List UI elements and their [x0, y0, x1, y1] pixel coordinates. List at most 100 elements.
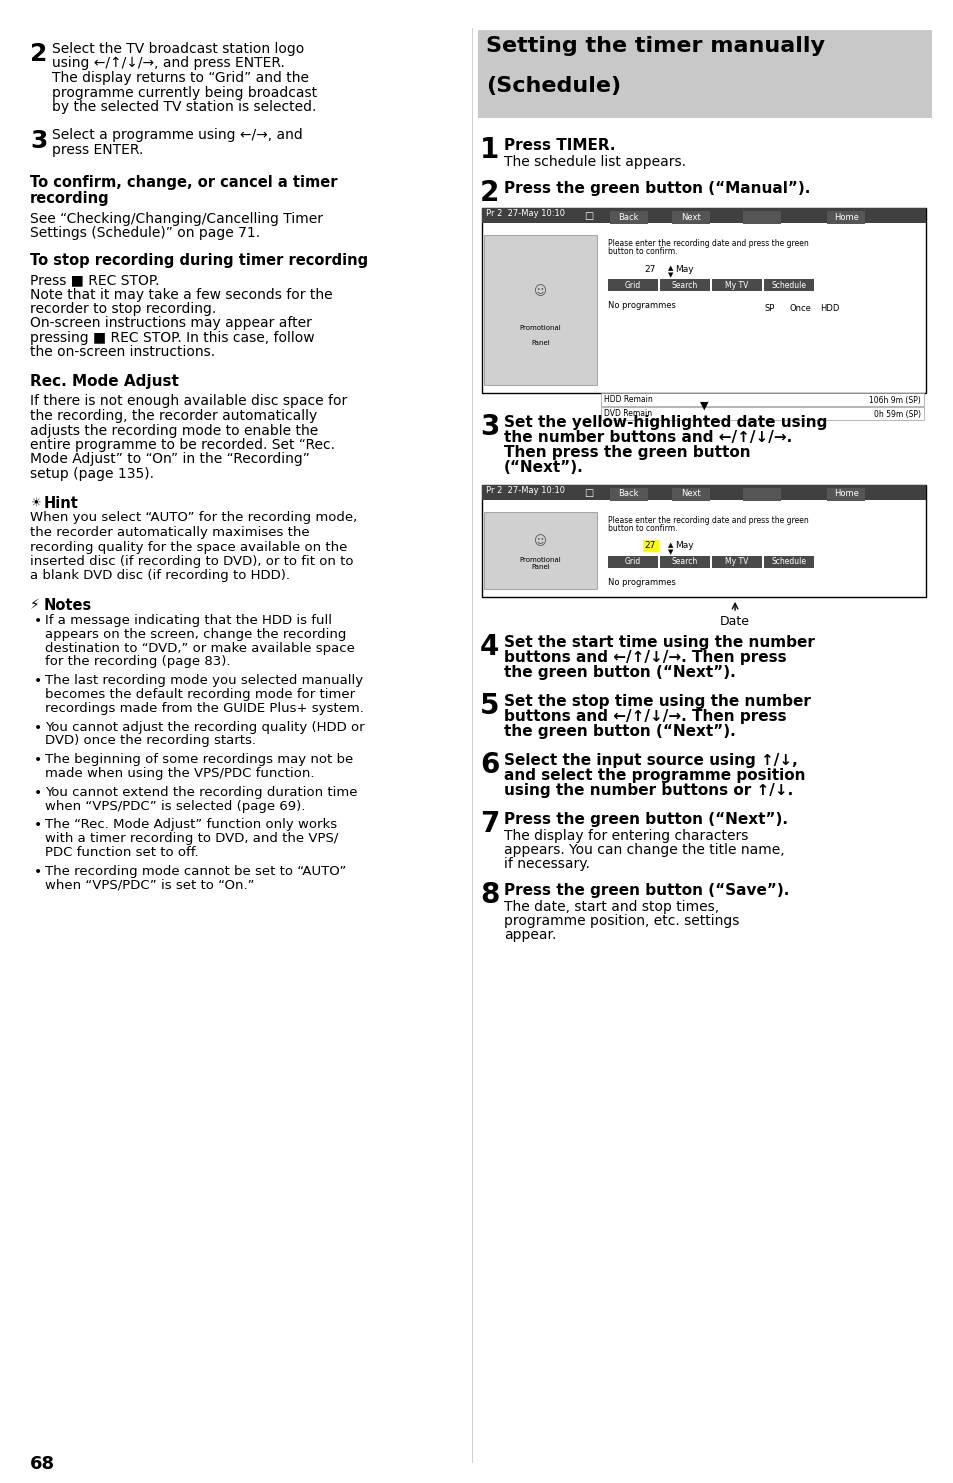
Text: Then press the green button: Then press the green button — [503, 445, 750, 460]
Text: •: • — [34, 819, 42, 832]
Text: To confirm, change, or cancel a timer: To confirm, change, or cancel a timer — [30, 175, 337, 190]
Text: programme currently being broadcast: programme currently being broadcast — [52, 86, 316, 99]
Text: 106h 9m (SP): 106h 9m (SP) — [868, 396, 920, 405]
Text: entire programme to be recorded. Set “Rec.: entire programme to be recorded. Set “Re… — [30, 437, 335, 452]
Text: Hint: Hint — [44, 495, 79, 510]
Text: When you select “AUTO” for the recording mode,: When you select “AUTO” for the recording… — [30, 512, 356, 525]
Bar — [671, 211, 709, 224]
Text: Once: Once — [789, 304, 811, 313]
Text: Press the green button (“Save”).: Press the green button (“Save”). — [503, 882, 788, 899]
Text: The display for entering characters: The display for entering characters — [503, 829, 747, 842]
Text: Select the input source using ↑/↓,: Select the input source using ↑/↓, — [503, 753, 797, 768]
Text: The beginning of some recordings may not be: The beginning of some recordings may not… — [45, 753, 353, 767]
Text: the number buttons and ←/↑/↓/→.: the number buttons and ←/↑/↓/→. — [503, 430, 791, 445]
Text: 8: 8 — [479, 881, 498, 909]
Text: ▶: ▶ — [815, 282, 821, 288]
Text: ▲: ▲ — [667, 541, 672, 549]
Bar — [481, 485, 925, 598]
Bar — [483, 512, 597, 589]
Bar — [762, 279, 813, 291]
Text: Promotional: Promotional — [519, 556, 561, 562]
Text: recorder to stop recording.: recorder to stop recording. — [30, 303, 216, 316]
Bar — [659, 279, 709, 291]
Text: button to confirm.: button to confirm. — [607, 523, 677, 532]
Text: ☺: ☺ — [534, 286, 546, 298]
Text: You cannot adjust the recording quality (HDD or: You cannot adjust the recording quality … — [45, 721, 364, 734]
Text: appears on the screen, change the recording: appears on the screen, change the record… — [45, 627, 346, 641]
Text: 3: 3 — [30, 129, 48, 153]
Text: Search: Search — [671, 558, 697, 567]
Text: press ENTER.: press ENTER. — [52, 142, 143, 157]
Text: the green button (“Next”).: the green button (“Next”). — [503, 664, 735, 681]
Text: Select a programme using ←/→, and: Select a programme using ←/→, and — [52, 129, 302, 142]
Text: Set the start time using the number: Set the start time using the number — [503, 635, 814, 650]
Bar — [742, 488, 780, 501]
Bar — [609, 211, 647, 224]
Bar — [600, 393, 923, 406]
Text: Set the stop time using the number: Set the stop time using the number — [503, 694, 810, 709]
Text: destination to “DVD,” or make available space: destination to “DVD,” or make available … — [45, 642, 355, 654]
Text: Press ■ REC STOP.: Press ■ REC STOP. — [30, 273, 159, 288]
Bar — [711, 556, 760, 568]
Text: My TV: My TV — [724, 558, 747, 567]
Text: Pr 2  27-May 10:10: Pr 2 27-May 10:10 — [485, 486, 564, 495]
Bar — [607, 279, 657, 291]
Text: HDD Remain: HDD Remain — [603, 396, 652, 405]
Text: Schedule: Schedule — [770, 280, 805, 289]
Text: 5: 5 — [479, 693, 499, 721]
Text: 0h 59m (SP): 0h 59m (SP) — [873, 409, 920, 418]
Text: •: • — [34, 753, 42, 767]
Text: pressing ■ REC STOP. In this case, follow: pressing ■ REC STOP. In this case, follo… — [30, 331, 314, 346]
Text: If a message indicating that the HDD is full: If a message indicating that the HDD is … — [45, 614, 332, 627]
Text: appear.: appear. — [503, 928, 556, 942]
Text: 7: 7 — [479, 810, 498, 838]
Bar — [477, 30, 931, 119]
Text: Press the green button (“Manual”).: Press the green button (“Manual”). — [503, 181, 809, 196]
Text: Schedule: Schedule — [770, 558, 805, 567]
Bar — [671, 488, 709, 501]
Text: Please enter the recording date and press the green: Please enter the recording date and pres… — [607, 239, 807, 248]
Text: Home: Home — [833, 212, 858, 221]
Text: Press the green button (“Next”).: Press the green button (“Next”). — [503, 813, 787, 828]
Text: The last recording mode you selected manually: The last recording mode you selected man… — [45, 675, 363, 687]
Text: My TV: My TV — [724, 280, 747, 289]
Text: Note that it may take a few seconds for the: Note that it may take a few seconds for … — [30, 288, 333, 301]
Text: The “Rec. Mode Adjust” function only works: The “Rec. Mode Adjust” function only wor… — [45, 819, 336, 832]
Text: •: • — [34, 675, 42, 688]
Bar — [711, 279, 760, 291]
Text: a blank DVD disc (if recording to HDD).: a blank DVD disc (if recording to HDD). — [30, 569, 290, 583]
Text: •: • — [34, 865, 42, 879]
Text: No programmes: No programmes — [607, 578, 675, 587]
Text: You cannot extend the recording duration time: You cannot extend the recording duration… — [45, 786, 357, 799]
Bar — [659, 556, 709, 568]
Bar — [481, 208, 925, 222]
Text: recording: recording — [30, 191, 110, 206]
Text: using ←/↑/↓/→, and press ENTER.: using ←/↑/↓/→, and press ENTER. — [52, 56, 285, 71]
Text: The recording mode cannot be set to “AUTO”: The recording mode cannot be set to “AUT… — [45, 865, 346, 878]
Text: appears. You can change the title name,: appears. You can change the title name, — [503, 842, 783, 857]
Text: with a timer recording to DVD, and the VPS/: with a timer recording to DVD, and the V… — [45, 832, 338, 845]
Text: recording quality for the space available on the: recording quality for the space availabl… — [30, 540, 347, 553]
Text: Next: Next — [680, 489, 700, 498]
Text: On-screen instructions may appear after: On-screen instructions may appear after — [30, 316, 312, 331]
Bar — [826, 211, 864, 224]
Text: ▶: ▶ — [815, 559, 821, 565]
Text: using the number buttons or ↑/↓.: using the number buttons or ↑/↓. — [503, 783, 792, 798]
Text: Back: Back — [618, 212, 639, 221]
Text: Pr 2  27-May 10:10: Pr 2 27-May 10:10 — [485, 209, 564, 218]
Text: when “VPS/PDC” is set to “On.”: when “VPS/PDC” is set to “On.” — [45, 878, 254, 891]
Text: Press TIMER.: Press TIMER. — [503, 138, 615, 153]
Text: The date, start and stop times,: The date, start and stop times, — [503, 900, 719, 914]
Bar — [600, 406, 923, 420]
Text: 4: 4 — [479, 633, 498, 661]
Bar — [742, 211, 780, 224]
Text: 68: 68 — [30, 1455, 55, 1473]
Text: □: □ — [583, 488, 593, 498]
Text: DVD) once the recording starts.: DVD) once the recording starts. — [45, 734, 255, 747]
Text: the on-screen instructions.: the on-screen instructions. — [30, 346, 214, 359]
Text: ▼: ▼ — [667, 271, 672, 277]
Text: 3: 3 — [479, 412, 498, 440]
Bar — [826, 488, 864, 501]
Text: becomes the default recording mode for timer: becomes the default recording mode for t… — [45, 688, 355, 701]
Text: Mode Adjust” to “On” in the “Recording”: Mode Adjust” to “On” in the “Recording” — [30, 452, 310, 467]
